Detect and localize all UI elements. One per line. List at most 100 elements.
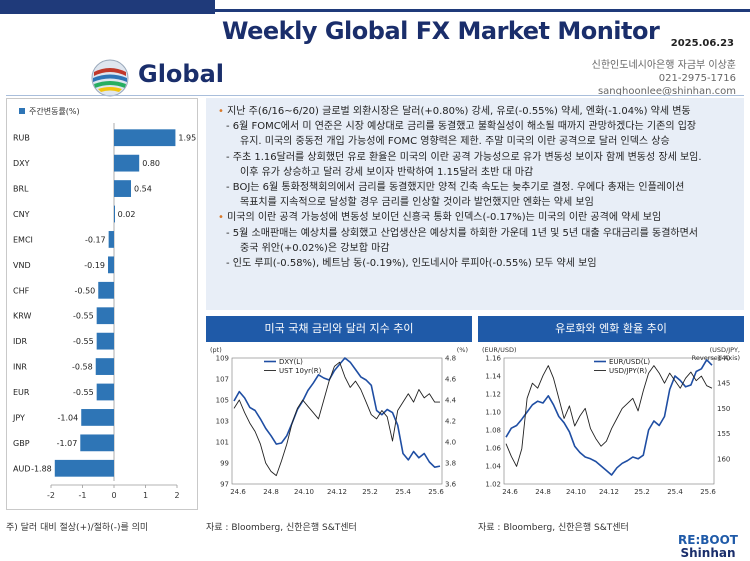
- legend-label: UST 10yr(R): [279, 367, 322, 375]
- bullet-marker: •: [218, 212, 228, 224]
- category-label: JPY: [12, 413, 25, 422]
- left-tick-label: 1.16: [485, 355, 501, 363]
- bar-idr: [96, 332, 114, 350]
- commentary-line: 목표치를 지속적으로 달성할 경우 금리를 인상할 것이라 발언했지만 엔화는 …: [218, 195, 736, 210]
- eur-jpy-chart-svg: (EUR/USD) (USD/JPY,Reversed Axis) 1.02 1.04…: [482, 346, 740, 496]
- source-right: 자료 : Bloomberg, 신한은행 S&T센터: [478, 523, 629, 533]
- right-tick-label: 3.6: [445, 481, 457, 489]
- right-tick-label: 4.4: [445, 397, 457, 405]
- left-tick-label: 99: [220, 460, 229, 468]
- value-label: -0.17: [85, 235, 106, 244]
- category-label: AUD: [13, 464, 31, 473]
- category-label: GBP: [13, 439, 30, 448]
- x-tick-label: -1: [79, 491, 87, 500]
- logo-line1: RE:BOOT: [678, 533, 738, 547]
- left-tick-label: 109: [216, 355, 229, 363]
- left-tick-label: 101: [216, 439, 229, 447]
- ust-dxy-chart: 미국 국채 금리와 달러 지수 추이 (pt) (%) 97 99 101 103 105 1…: [206, 316, 472, 512]
- value-label: 1.95: [178, 134, 196, 143]
- commentary-line: • 지난 주(6/16~6/20) 글로벌 외환시장은 달러(+0.80%) 강…: [218, 104, 736, 119]
- header-divider: [6, 95, 744, 96]
- ust-dxy-chart-svg: (pt) (%) 97 99 101 103 105 107 109 3.6 3.8 4.0 4.2 4.…: [210, 346, 468, 496]
- x-tick-label: 25.4: [395, 488, 411, 496]
- bar-inr: [95, 358, 114, 375]
- category-label: DXY: [13, 159, 30, 168]
- value-label: -0.55: [73, 312, 94, 321]
- value-label: 0.80: [142, 159, 160, 168]
- right-unit: (%): [457, 346, 468, 354]
- right-tick-label: 145: [717, 380, 730, 388]
- right-tick-label: 4.0: [445, 439, 456, 447]
- commentary-text: 지난 주(6/16~6/20) 글로벌 외환시장은 달러(+0.80%) 강세,…: [227, 106, 691, 117]
- left-tick-label: 1.10: [485, 409, 501, 417]
- x-tick-label: 25.2: [362, 488, 378, 496]
- right-unit: Reversed Axis): [692, 354, 740, 362]
- market-commentary: • 지난 주(6/16~6/20) 글로벌 외환시장은 달러(+0.80%) 강…: [206, 98, 744, 310]
- x-tick-label: 25.6: [700, 488, 716, 496]
- commentary-text: 6월 FOMC에서 미 연준은 시장 예상대로 금리를 동결했고 불확실성이 해…: [232, 121, 697, 133]
- dash-marker: -: [226, 151, 233, 163]
- dash-marker: -: [226, 121, 233, 133]
- left-tick-label: 1.04: [485, 463, 501, 471]
- dash-marker: -: [226, 227, 233, 239]
- value-label: -0.19: [84, 261, 105, 270]
- eur-jpy-chart: 유로화와 엔화 환율 추이 (EUR/USD) (USD/JPY, Reversed…: [478, 316, 744, 512]
- right-tick-label: 140: [717, 355, 730, 363]
- category-label: VND: [13, 261, 31, 270]
- series-line-0: [233, 357, 441, 468]
- left-unit: (pt): [210, 346, 222, 354]
- category-label: KRW: [13, 312, 31, 321]
- eur-jpy-chart-title: 유로화와 엔화 환율 추이: [478, 316, 744, 342]
- bar-eur: [96, 383, 114, 401]
- commentary-line: - 6월 FOMC에서 미 연준은 시장 예상대로 금리를 동결했고 불확실성이…: [218, 119, 736, 134]
- legend-label: EUR/USD(L): [609, 358, 650, 366]
- left-tick-label: 97: [220, 481, 229, 489]
- commentary-text: 유지. 미국의 중동전 개입 가능성에 FOMC 영향력은 제한. 주말 미국의…: [240, 136, 670, 148]
- right-tick-label: 3.8: [445, 460, 456, 468]
- left-tick-label: 1.06: [485, 445, 501, 453]
- right-tick-label: 160: [717, 455, 730, 463]
- x-tick-label: 24.12: [599, 488, 619, 496]
- category-label: BRL: [13, 185, 29, 194]
- series-line-0: [505, 359, 713, 476]
- category-label: RUB: [13, 134, 30, 143]
- commentary-text: 미국의 이란 공격 가능성에 변동성 보이던 신흥국 통화 인덱스(-0.17%…: [227, 212, 662, 224]
- commentary-text: 주초 1.16달러를 상회했던 유로 환율은 미국의 이란 공격 가능성으로 유…: [232, 151, 702, 163]
- series-line-1: [505, 365, 713, 467]
- left-unit: (EUR/USD): [482, 346, 517, 354]
- x-tick-label: 24.8: [263, 488, 279, 496]
- category-label: INR: [13, 363, 27, 372]
- top-banner-block: [0, 0, 215, 14]
- left-tick-label: 1.08: [485, 427, 501, 435]
- dash-marker: -: [226, 182, 233, 194]
- page-title: Weekly Global FX Market Monitor: [222, 17, 660, 45]
- right-tick-label: 4.8: [445, 355, 456, 363]
- legend-label: DXY(L): [279, 358, 303, 366]
- legend-label: USD/JPY(R): [609, 367, 647, 375]
- bar-rub: [114, 129, 176, 147]
- globe-icon: [91, 59, 129, 97]
- x-tick-label: 24.10: [294, 488, 314, 496]
- commentary-line: - 주초 1.16달러를 상회했던 유로 환율은 미국의 이란 공격 가능성으로…: [218, 150, 736, 165]
- commentary-text: 인도 루피(-0.58%), 베트남 동(-0.19%), 인도네시아 루피아(…: [232, 258, 597, 270]
- bar-emci: [108, 231, 114, 248]
- commentary-line: 중국 위안(+0.02%)은 강보합 마감: [218, 241, 736, 256]
- commentary-text: 중국 위안(+0.02%)은 강보합 마감: [240, 242, 390, 254]
- value-label: -1.07: [57, 439, 78, 448]
- brand-label: Global: [138, 60, 225, 88]
- category-label: EUR: [13, 388, 30, 397]
- top-banner-stripe: [215, 9, 750, 12]
- x-tick-label: 24.10: [566, 488, 586, 496]
- x-tick-label: 0: [111, 491, 116, 500]
- category-label: IDR: [13, 337, 28, 346]
- commentary-text: 목표치를 지속적으로 달성할 경우 금리를 인상할 것이라 발언했지만 엔화는 …: [240, 197, 594, 209]
- ust-dxy-chart-title: 미국 국채 금리와 달러 지수 추이: [206, 316, 472, 342]
- commentary-line: 유지. 미국의 중동전 개입 가능성에 FOMC 영향력은 제한. 주말 미국의…: [218, 134, 736, 149]
- reboot-shinhan-logo: RE:BOOT Shinhan: [678, 534, 738, 560]
- left-tick-label: 105: [216, 397, 229, 405]
- author-name: 신한인도네시아은행 자금부 이상훈: [591, 60, 736, 71]
- value-label: 0.54: [134, 185, 152, 194]
- bar-jpy: [81, 409, 114, 426]
- bar-aud: [54, 459, 114, 477]
- x-tick-label: 1: [143, 491, 148, 500]
